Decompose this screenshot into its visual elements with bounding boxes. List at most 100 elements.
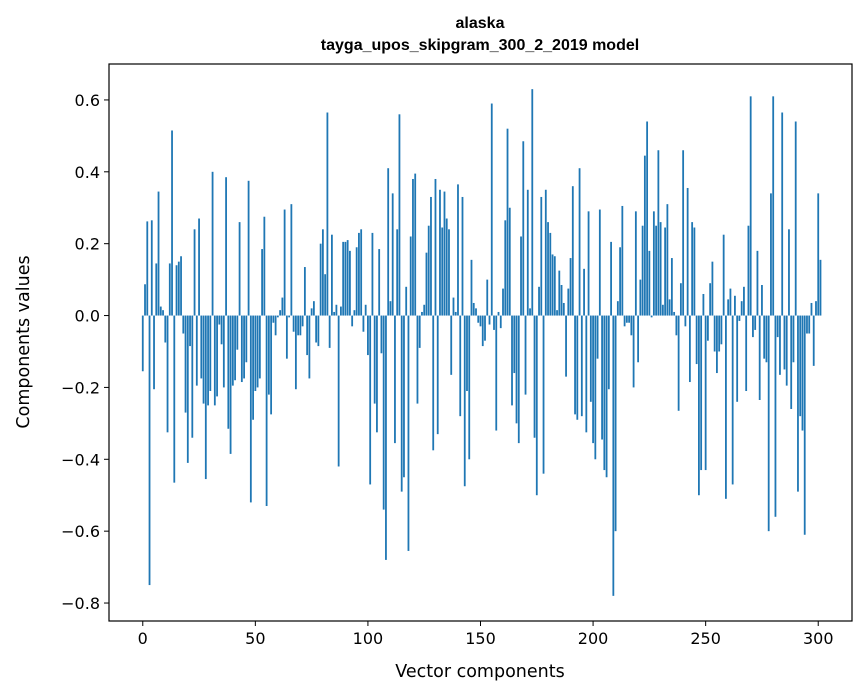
bar bbox=[457, 184, 459, 316]
bar bbox=[513, 315, 516, 374]
bar bbox=[758, 315, 761, 400]
bar bbox=[164, 315, 167, 343]
bar bbox=[688, 315, 691, 383]
x-tick-label: 100 bbox=[353, 629, 384, 648]
bar bbox=[734, 295, 736, 316]
bar bbox=[540, 196, 543, 316]
bar bbox=[461, 196, 464, 316]
bar bbox=[153, 315, 155, 390]
bar bbox=[378, 249, 381, 316]
bar bbox=[276, 315, 279, 318]
bar bbox=[479, 315, 482, 327]
bar bbox=[387, 168, 390, 316]
bar bbox=[567, 288, 570, 316]
chart-title: alaska bbox=[456, 15, 505, 32]
bar bbox=[511, 315, 513, 406]
y-tick-label: −0.4 bbox=[61, 450, 100, 469]
bar bbox=[283, 209, 286, 316]
bar bbox=[709, 283, 712, 316]
bar bbox=[211, 171, 214, 316]
bar bbox=[670, 258, 673, 316]
bar bbox=[240, 315, 243, 383]
bar bbox=[394, 315, 396, 444]
bar bbox=[303, 267, 306, 316]
bar bbox=[441, 227, 444, 316]
bar bbox=[493, 315, 495, 330]
bar bbox=[488, 315, 491, 325]
bar bbox=[312, 301, 315, 316]
bar bbox=[499, 315, 502, 329]
bar bbox=[238, 222, 241, 316]
bar bbox=[427, 225, 430, 316]
bar bbox=[560, 285, 563, 316]
bar bbox=[815, 301, 817, 316]
bar bbox=[504, 220, 507, 316]
bar bbox=[623, 315, 626, 327]
bar bbox=[718, 315, 721, 352]
bar bbox=[412, 178, 414, 316]
bar bbox=[776, 315, 779, 338]
bar bbox=[634, 211, 637, 316]
bar bbox=[643, 155, 646, 316]
bar bbox=[195, 315, 198, 386]
bar bbox=[288, 315, 291, 318]
bar bbox=[430, 196, 432, 316]
bar bbox=[218, 315, 221, 325]
bar bbox=[337, 315, 340, 467]
bar bbox=[184, 315, 187, 413]
plot-frame bbox=[108, 63, 853, 622]
bar bbox=[144, 284, 146, 316]
y-tick-label: 0.2 bbox=[75, 235, 100, 254]
bar bbox=[340, 306, 342, 316]
bar bbox=[571, 186, 574, 316]
bar bbox=[484, 315, 486, 341]
bar bbox=[607, 315, 610, 390]
bar bbox=[270, 315, 273, 415]
y-tick-label: 0.6 bbox=[75, 91, 100, 110]
x-tick-label: 0 bbox=[138, 629, 148, 648]
bar bbox=[193, 229, 196, 316]
bar bbox=[693, 227, 696, 316]
bar bbox=[459, 315, 462, 417]
bar bbox=[481, 315, 484, 347]
bar bbox=[520, 236, 522, 316]
bar bbox=[177, 261, 180, 316]
bar bbox=[249, 315, 252, 503]
bar bbox=[254, 315, 257, 392]
bar bbox=[799, 315, 802, 417]
y-tick-label: −0.8 bbox=[61, 594, 100, 613]
bar bbox=[767, 315, 770, 532]
bar bbox=[806, 315, 808, 334]
bar bbox=[155, 263, 158, 316]
bar bbox=[421, 311, 423, 316]
bar bbox=[556, 310, 558, 316]
bar bbox=[684, 315, 687, 327]
bar bbox=[371, 232, 374, 316]
bar bbox=[207, 315, 209, 406]
bar bbox=[168, 263, 171, 316]
bar bbox=[729, 288, 732, 316]
bar bbox=[382, 315, 385, 510]
bar bbox=[182, 315, 185, 334]
bar bbox=[679, 283, 682, 316]
bar bbox=[376, 315, 378, 433]
bar bbox=[740, 301, 743, 316]
bar bbox=[515, 315, 518, 424]
bar bbox=[477, 315, 480, 323]
bar bbox=[369, 315, 372, 485]
x-tick-label: 50 bbox=[245, 629, 265, 648]
bars-group bbox=[141, 89, 822, 596]
bar bbox=[621, 205, 624, 316]
bar bbox=[443, 191, 446, 316]
bar bbox=[745, 315, 748, 392]
bar bbox=[470, 259, 473, 316]
bar bbox=[752, 315, 754, 338]
bar bbox=[407, 315, 410, 551]
bar bbox=[598, 209, 601, 316]
bar bbox=[574, 315, 576, 415]
bar bbox=[664, 227, 667, 316]
bar bbox=[400, 315, 403, 492]
bar bbox=[403, 315, 405, 478]
bar bbox=[351, 315, 354, 327]
